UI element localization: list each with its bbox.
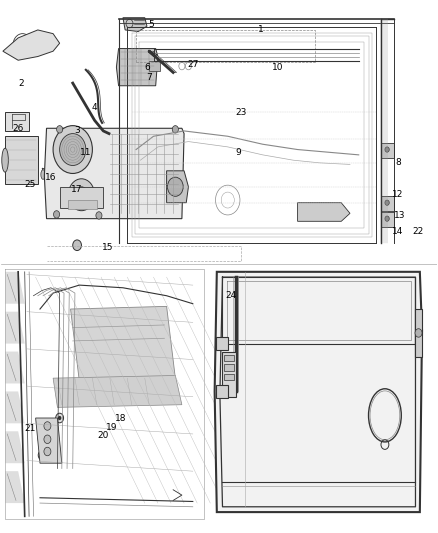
Polygon shape — [123, 18, 147, 31]
Bar — [381, 212, 394, 227]
Polygon shape — [5, 471, 25, 503]
Text: 7: 7 — [146, 73, 152, 82]
Ellipse shape — [2, 148, 8, 172]
Text: 8: 8 — [395, 158, 401, 167]
Bar — [224, 355, 234, 361]
Bar — [224, 365, 234, 370]
Text: 27: 27 — [187, 60, 198, 69]
Text: 16: 16 — [45, 173, 57, 182]
Text: 23: 23 — [235, 108, 247, 117]
Circle shape — [75, 187, 88, 203]
Bar — [68, 199, 97, 209]
Text: 22: 22 — [412, 228, 423, 237]
Text: 2: 2 — [19, 78, 25, 87]
Text: 17: 17 — [71, 185, 83, 194]
Circle shape — [49, 176, 57, 187]
Polygon shape — [166, 171, 188, 203]
Circle shape — [58, 416, 61, 420]
Text: 13: 13 — [395, 212, 406, 221]
Polygon shape — [5, 352, 25, 383]
Polygon shape — [5, 272, 25, 304]
Polygon shape — [223, 352, 237, 397]
Ellipse shape — [41, 169, 45, 179]
Circle shape — [40, 453, 44, 457]
Bar — [149, 61, 160, 71]
Text: 10: 10 — [272, 63, 284, 71]
Polygon shape — [44, 128, 184, 219]
Circle shape — [73, 240, 81, 251]
Bar — [381, 143, 394, 158]
Polygon shape — [42, 168, 65, 181]
Circle shape — [38, 450, 46, 460]
Bar — [381, 196, 394, 211]
Text: 3: 3 — [74, 126, 80, 135]
Text: 20: 20 — [98, 431, 109, 440]
Circle shape — [53, 126, 92, 173]
Polygon shape — [416, 309, 422, 357]
Circle shape — [172, 126, 178, 133]
Circle shape — [44, 447, 51, 456]
Polygon shape — [5, 112, 29, 131]
Text: 19: 19 — [106, 423, 118, 432]
Polygon shape — [149, 51, 177, 72]
Text: 26: 26 — [12, 124, 24, 133]
Circle shape — [53, 211, 60, 218]
Bar — [224, 374, 234, 380]
Text: 24: 24 — [226, 291, 237, 300]
Text: 14: 14 — [392, 228, 404, 237]
Text: 21: 21 — [25, 424, 36, 433]
Polygon shape — [71, 306, 175, 381]
Text: 6: 6 — [144, 63, 150, 71]
Polygon shape — [5, 431, 25, 463]
Circle shape — [60, 134, 86, 165]
Text: 25: 25 — [25, 180, 36, 189]
Bar — [60, 187, 103, 208]
Text: 5: 5 — [148, 20, 154, 29]
Circle shape — [40, 437, 44, 441]
Text: 9: 9 — [236, 148, 241, 157]
Ellipse shape — [63, 173, 66, 182]
Polygon shape — [117, 49, 158, 86]
Circle shape — [56, 413, 64, 423]
Text: 12: 12 — [392, 190, 404, 199]
Circle shape — [44, 435, 51, 443]
Polygon shape — [5, 312, 25, 344]
Circle shape — [38, 434, 46, 444]
Circle shape — [57, 126, 63, 133]
Polygon shape — [35, 418, 62, 463]
Text: 1: 1 — [258, 26, 263, 35]
Circle shape — [96, 212, 102, 219]
Circle shape — [44, 422, 51, 430]
Polygon shape — [53, 375, 182, 407]
Circle shape — [68, 179, 95, 211]
Circle shape — [385, 147, 389, 152]
Bar — [215, 384, 228, 398]
Circle shape — [385, 216, 389, 221]
Text: 15: 15 — [102, 244, 113, 253]
Polygon shape — [297, 203, 350, 221]
Text: 11: 11 — [80, 148, 92, 157]
Polygon shape — [3, 30, 60, 60]
Polygon shape — [215, 272, 422, 512]
Bar — [215, 337, 228, 350]
Polygon shape — [5, 391, 25, 423]
Circle shape — [49, 426, 53, 431]
Polygon shape — [5, 136, 38, 184]
Circle shape — [18, 40, 27, 51]
Circle shape — [47, 424, 55, 433]
Text: 4: 4 — [92, 102, 97, 111]
Circle shape — [385, 200, 389, 205]
Circle shape — [415, 329, 422, 337]
Circle shape — [167, 177, 183, 196]
Text: 18: 18 — [115, 414, 127, 423]
